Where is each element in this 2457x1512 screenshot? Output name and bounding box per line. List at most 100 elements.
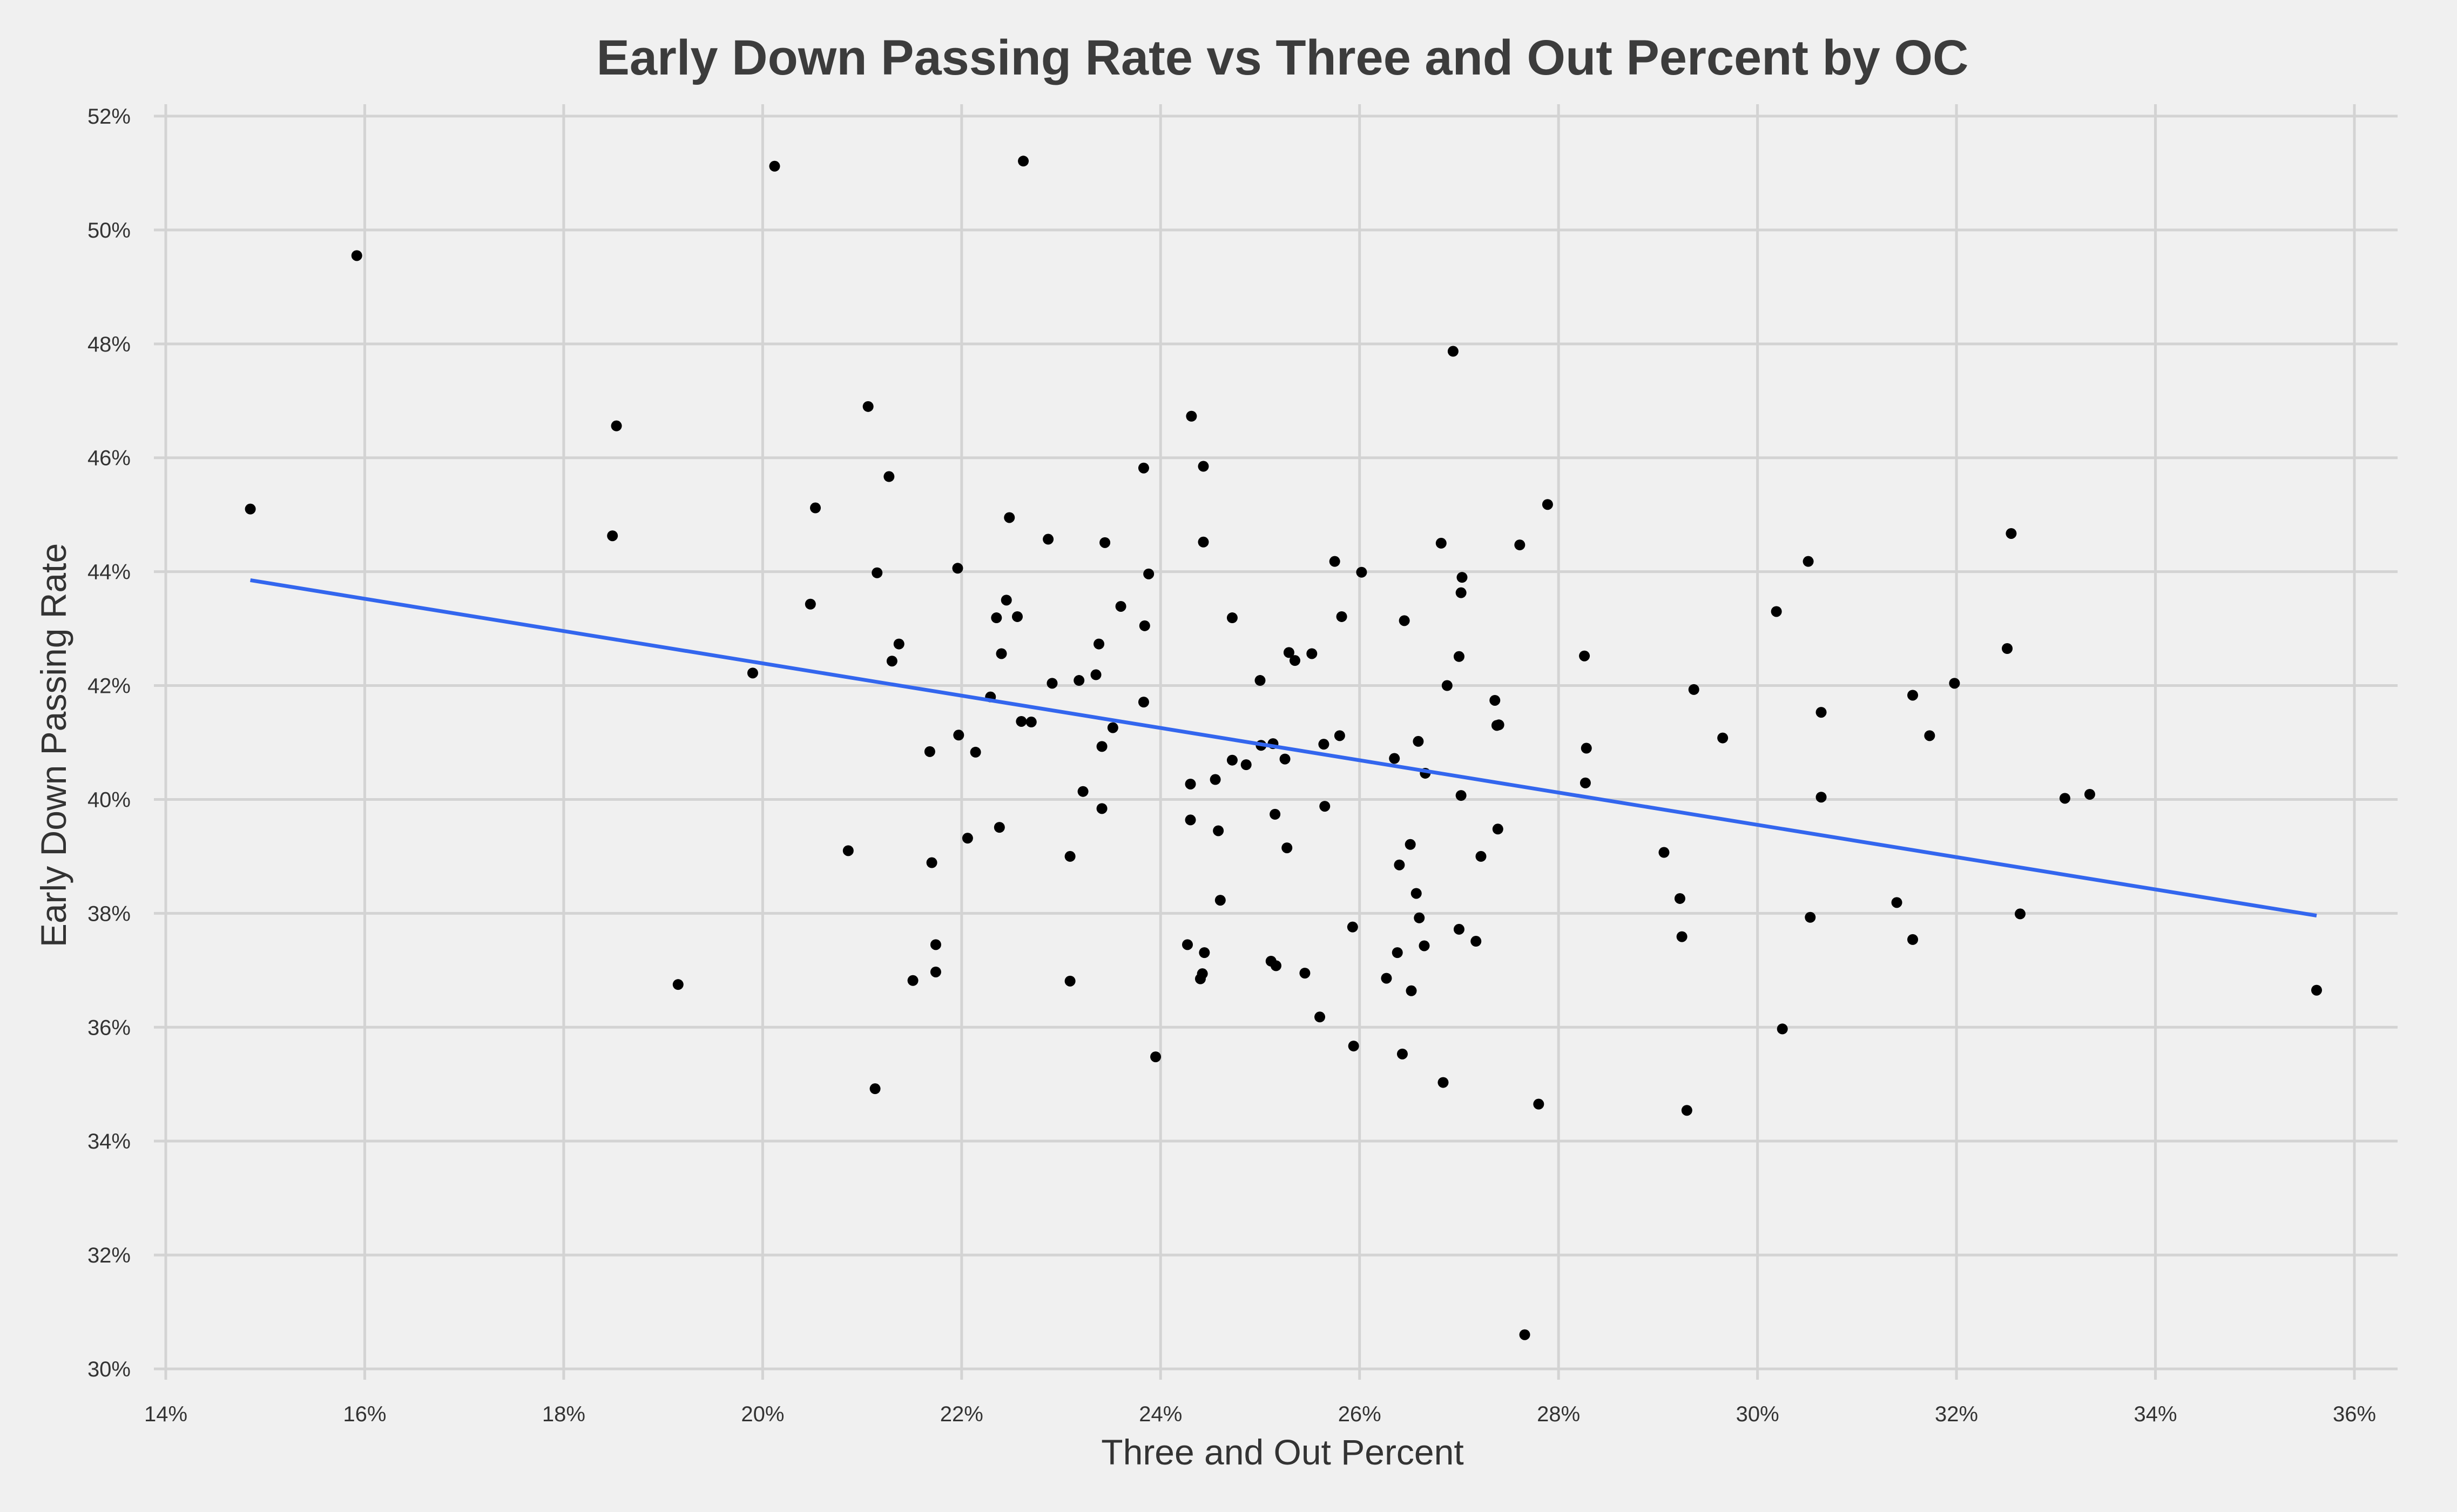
y-axis-title: Early Down Passing Rate <box>33 543 73 947</box>
data-point <box>607 530 618 542</box>
data-point <box>1143 568 1155 579</box>
data-point <box>1907 690 1919 701</box>
data-point <box>1115 600 1126 612</box>
data-point <box>930 966 941 977</box>
data-point <box>1150 1051 1162 1063</box>
data-point <box>1405 839 1416 850</box>
data-point <box>1519 1329 1530 1340</box>
data-point <box>1815 792 1827 803</box>
data-point <box>1213 825 1224 836</box>
data-point <box>1805 912 1816 923</box>
data-point <box>872 567 883 578</box>
data-point <box>1319 801 1331 812</box>
data-point <box>1493 719 1504 731</box>
data-point <box>1139 620 1150 631</box>
data-point <box>1356 566 1367 578</box>
data-point <box>805 598 816 610</box>
y-tick-label: 30% <box>87 1358 131 1381</box>
data-point <box>2084 788 2095 800</box>
x-tick-label: 24% <box>1139 1402 1182 1426</box>
data-point <box>842 845 854 856</box>
data-point <box>1094 638 1105 650</box>
data-point <box>1074 675 1085 686</box>
data-point <box>1414 912 1425 923</box>
data-point <box>1347 921 1358 933</box>
y-tick-label: 36% <box>87 1016 131 1040</box>
data-point <box>1949 678 1960 689</box>
data-point <box>1018 156 1029 167</box>
data-point <box>1674 893 1685 904</box>
x-tick-label: 32% <box>1935 1402 1978 1426</box>
data-point <box>1138 697 1149 708</box>
data-point <box>1299 968 1311 979</box>
data-point <box>672 979 684 990</box>
data-point <box>1681 1105 1692 1116</box>
data-point <box>1579 650 1590 662</box>
trend-line <box>250 578 2317 918</box>
y-tick-label: 52% <box>87 105 131 129</box>
data-point <box>611 420 622 431</box>
data-point <box>1001 595 1012 606</box>
data-point <box>1289 655 1300 666</box>
data-point <box>1542 499 1553 510</box>
data-point <box>1392 947 1403 959</box>
data-point <box>1270 960 1281 971</box>
x-tick-label: 30% <box>1736 1402 1779 1426</box>
data-point <box>769 160 780 172</box>
y-tick-label: 38% <box>87 902 131 926</box>
data-point <box>1514 539 1526 551</box>
data-point <box>1334 730 1345 741</box>
data-point <box>1198 461 1209 472</box>
data-point <box>1318 739 1329 750</box>
data-point <box>1676 931 1688 942</box>
data-point <box>2002 643 2013 654</box>
chart-title: Early Down Passing Rate vs Three and Out… <box>597 30 1969 85</box>
data-point <box>1096 803 1108 814</box>
data-point <box>1096 741 1108 752</box>
data-point <box>747 667 758 679</box>
data-point <box>1435 537 1447 549</box>
grid-lines <box>154 104 2398 1380</box>
data-point <box>1803 556 1814 567</box>
data-point <box>1455 790 1467 801</box>
data-point <box>1226 754 1238 766</box>
data-point <box>1185 814 1196 826</box>
data-point <box>1254 675 1266 686</box>
data-point <box>1381 973 1392 984</box>
data-point <box>1447 346 1459 357</box>
data-point <box>1226 612 1238 624</box>
data-point <box>1455 587 1467 598</box>
data-point <box>1240 759 1252 771</box>
data-point <box>1199 947 1210 959</box>
data-point <box>893 638 905 650</box>
data-point <box>1419 940 1430 951</box>
y-tick-label: 40% <box>87 788 131 812</box>
x-tick-label: 18% <box>542 1402 585 1426</box>
x-tick-label: 26% <box>1338 1402 1381 1426</box>
x-tick-label: 22% <box>940 1402 983 1426</box>
data-point <box>996 648 1007 659</box>
data-point <box>1533 1098 1544 1110</box>
data-point <box>1025 717 1037 728</box>
data-point <box>1489 694 1501 706</box>
data-point <box>886 656 897 667</box>
data-point <box>1453 651 1464 662</box>
data-point <box>1907 934 1919 945</box>
data-point <box>1107 722 1118 733</box>
data-point <box>952 563 963 574</box>
data-point <box>1099 537 1111 548</box>
data-point <box>1077 786 1089 797</box>
y-axis-tick-labels: 30% 32% 34% 36% 38% 40% 42% 44% 46% 48% 50% 52% <box>87 105 131 1381</box>
data-point <box>1453 923 1464 935</box>
x-tick-label: 20% <box>741 1402 784 1426</box>
x-axis-tick-labels: 14% 16% 18% 20% 22% 24% 26% 28% 30% 32% 34% 36% <box>144 1402 2376 1426</box>
data-point <box>1186 410 1197 422</box>
data-point <box>1270 808 1281 820</box>
data-point <box>1214 895 1226 906</box>
x-tick-label: 14% <box>144 1402 187 1426</box>
y-tick-label: 32% <box>87 1244 131 1267</box>
data-point <box>883 471 895 482</box>
data-point <box>1771 606 1782 617</box>
data-point <box>1891 897 1902 908</box>
